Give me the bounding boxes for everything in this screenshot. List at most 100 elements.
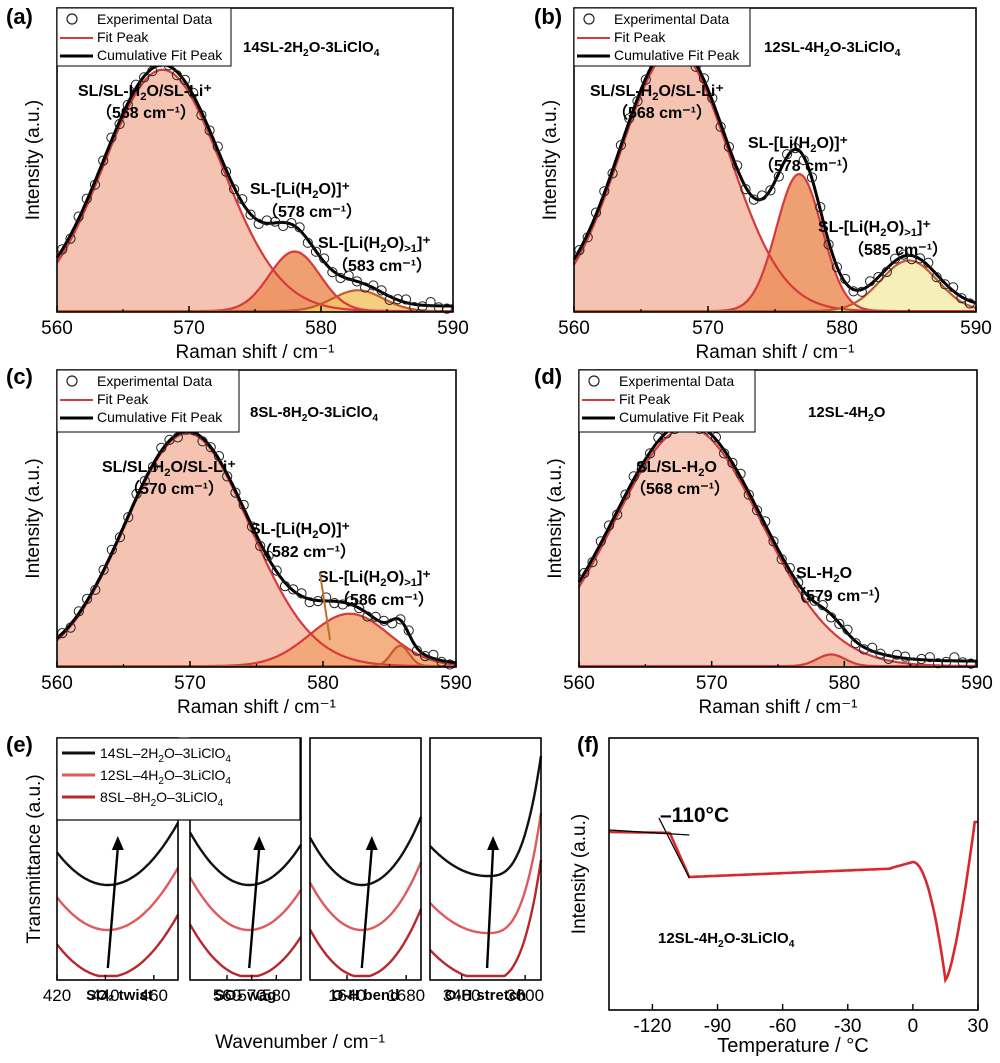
experimental-point [147,66,158,77]
experimental-point [261,215,272,226]
experimental-point [914,253,926,264]
experimental-point [304,597,315,608]
experimental-point [723,141,735,152]
trend-arrowhead [365,836,378,850]
experimental-point [329,598,340,609]
experimental-point [735,468,746,479]
experimental-point [865,276,876,287]
plot-frame [429,737,542,981]
legend-entry: Cumulative Fit Peak [97,409,223,425]
experimental-point [197,436,208,447]
band-label: O-H bend [332,987,400,1004]
legend-entry: Cumulative Fit Peak [97,47,223,63]
experimental-point [188,87,199,99]
fit-peak-fill-1 [574,48,976,313]
experimental-point [809,595,820,606]
experimental-point [65,233,76,244]
fit-peak-fill-3 [574,260,976,312]
experimental-point [229,184,240,195]
experimental-point [271,565,282,576]
y-axis-label: Intensity (a.u.) [545,458,566,578]
experimental-point [131,488,142,499]
experimental-point [628,471,639,482]
experimental-point [831,262,843,273]
peak-position: （578 cm⁻¹） [262,203,362,221]
experimental-point [222,471,233,482]
experimental-point [890,253,901,264]
experimental-point [873,272,884,283]
x-axis-label: Wavenumber / cm⁻¹ [215,1032,385,1053]
experimental-point [321,592,332,603]
transmittance-line-1 [188,831,302,887]
legend-box [56,737,301,821]
experimental-point [624,113,635,124]
experimental-point [751,505,763,516]
experimental-point [856,286,867,297]
experimental-point [707,93,718,104]
x-tick-label: 580 [307,673,339,694]
peak-position: （583 cm⁻¹） [332,257,432,275]
x-tick-label: 0 [908,1016,919,1037]
experimental-point [370,611,381,622]
experimental-point [327,267,338,278]
experimental-point [645,448,656,459]
experimental-point [114,532,126,543]
peak-label: SL/SL-H2O/SL-Li⁺ [102,459,236,479]
dsc-curve [609,820,978,984]
peak-position: （585 cm⁻¹） [848,241,948,259]
peak-label: SL/SL-H2O [636,459,717,479]
legend-entry: 14SL–2H2O–3LiClO4 [100,745,231,765]
x-axis-label: Temperature / °C [717,1035,868,1057]
x-tick-label: -90 [704,1016,731,1037]
x-tick-label: 570 [174,673,206,694]
x-tick-label: 440 [91,986,119,1005]
peak-label: SL-[Li(H2O)>1]⁺ [818,219,931,239]
fit-peak-fill-1 [579,427,977,667]
x-axis-label: Raman shift / cm⁻¹ [696,342,855,363]
transmittance-line-2 [429,812,543,935]
experimental-point [122,99,133,111]
x-tick-label: -60 [769,1016,796,1037]
experimental-point [294,222,305,233]
experimental-point [906,254,917,265]
experimental-point [230,487,241,498]
experimental-point [302,237,313,248]
peak-label: SL-[Li(H2O)]⁺ [748,135,848,155]
band-label: SO₂ wag [215,987,277,1004]
experimental-point [765,185,776,196]
x-tick-label: 570 [237,986,265,1005]
experimental-point [139,475,150,487]
x-tick-label: 3400 [443,986,481,1005]
experimental-point [212,141,223,152]
experimental-point [196,110,207,121]
experimental-point [965,658,977,669]
experimental-point [351,276,362,287]
annotation-leader [319,572,331,641]
transmittance-line-3 [308,908,423,978]
experimental-point [114,118,125,130]
experimental-point [848,286,859,297]
experimental-point [345,596,356,607]
trend-arrowhead [111,836,124,850]
trend-arrow [248,847,261,969]
transmittance-line-2 [56,867,180,932]
experimental-point [867,642,878,653]
experimental-point [171,70,182,81]
fit-peak-fill-1 [57,433,456,667]
panel-label: (a) [6,4,33,29]
experimental-point [740,184,751,195]
experimental-point [428,649,439,661]
experimental-point [255,540,266,552]
experimental-point [782,149,793,160]
experimental-point [425,297,436,308]
panel-label: (f) [577,732,599,757]
experimental-point [607,168,618,179]
experimental-point [620,489,631,500]
experimental-point [932,658,944,669]
experimental-point [310,246,322,257]
experimental-point [834,618,845,630]
experimental-point [760,516,771,527]
legend-entry: Experimental Data [619,373,734,389]
experimental-point [790,143,801,154]
x-tick-label: -120 [633,1016,671,1037]
